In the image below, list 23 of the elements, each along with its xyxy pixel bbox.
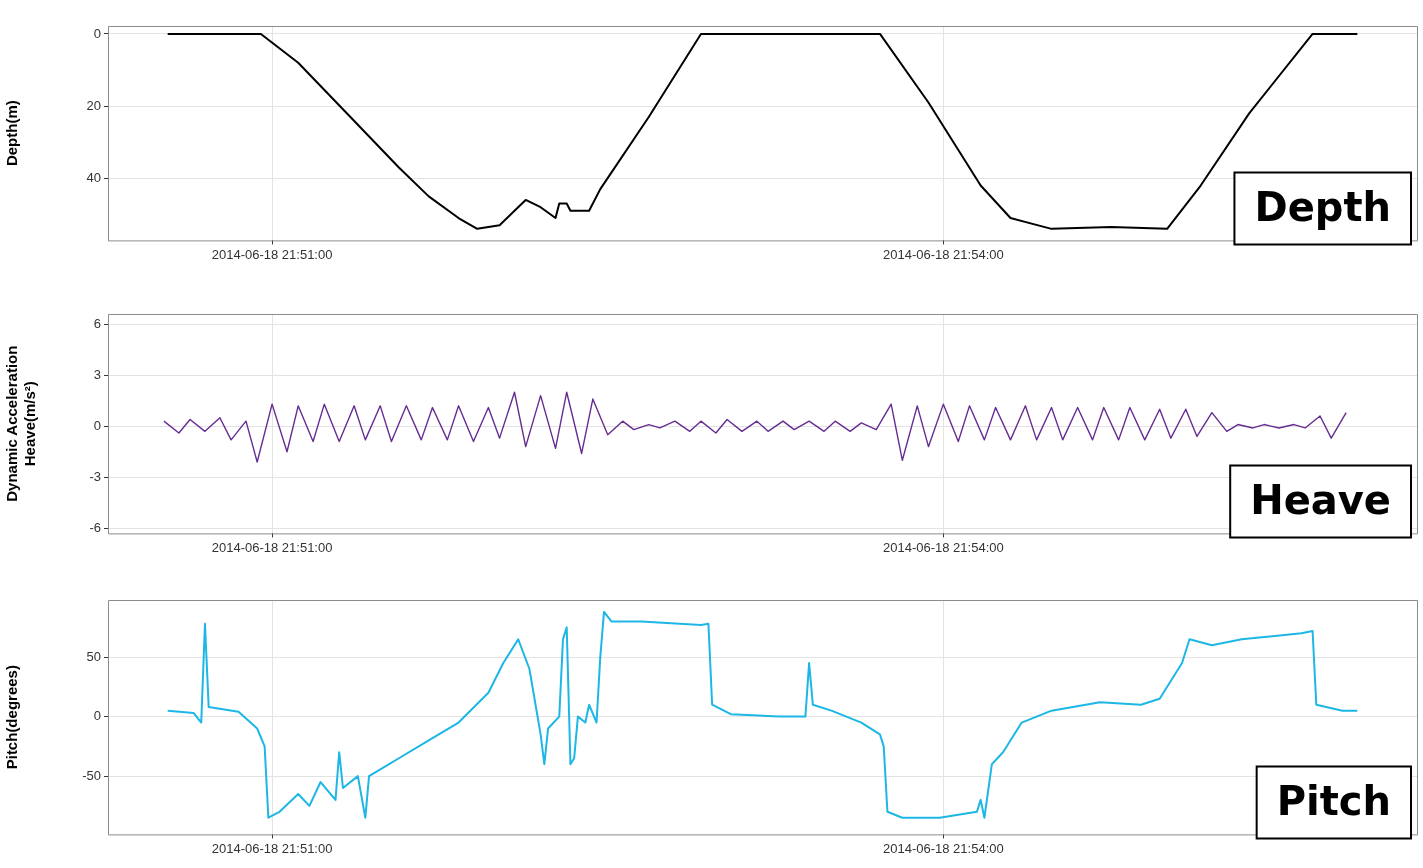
y-axis-title: Depth(m)	[3, 100, 21, 167]
y-tick-label: 0	[93, 417, 101, 433]
y-tick-label: 20	[86, 97, 101, 113]
y-tick-label: -50	[82, 767, 101, 783]
x-tick-label: 2014-06-18 21:51:00	[211, 840, 333, 856]
x-tick-label: 2014-06-18 21:54:00	[883, 246, 1004, 262]
y-tick-label: 0	[93, 708, 101, 724]
annotation: Heave	[1250, 476, 1392, 523]
x-tick-label: 2014-06-18 21:54:00	[883, 539, 1004, 555]
annotation: Pitch	[1276, 777, 1391, 824]
y-tick-label: 6	[93, 315, 101, 331]
y-tick-label: 40	[86, 169, 101, 185]
y-axis-title: Dynamic Acceleration Heave(m/s²)	[3, 345, 39, 502]
y-tick-label: -3	[89, 468, 101, 484]
y-tick-label: -6	[89, 519, 101, 535]
y-tick-label: 50	[86, 648, 101, 664]
y-tick-label: 0	[93, 25, 101, 41]
x-tick-label: 2014-06-18 21:51:00	[211, 246, 333, 262]
x-tick-label: 2014-06-18 21:51:00	[211, 539, 333, 555]
x-tick-label: 2014-06-18 21:54:00	[883, 840, 1004, 856]
annotation: Depth	[1254, 183, 1391, 230]
y-tick-label: 3	[93, 366, 101, 382]
y-axis-title: Pitch(degrees)	[3, 665, 21, 770]
